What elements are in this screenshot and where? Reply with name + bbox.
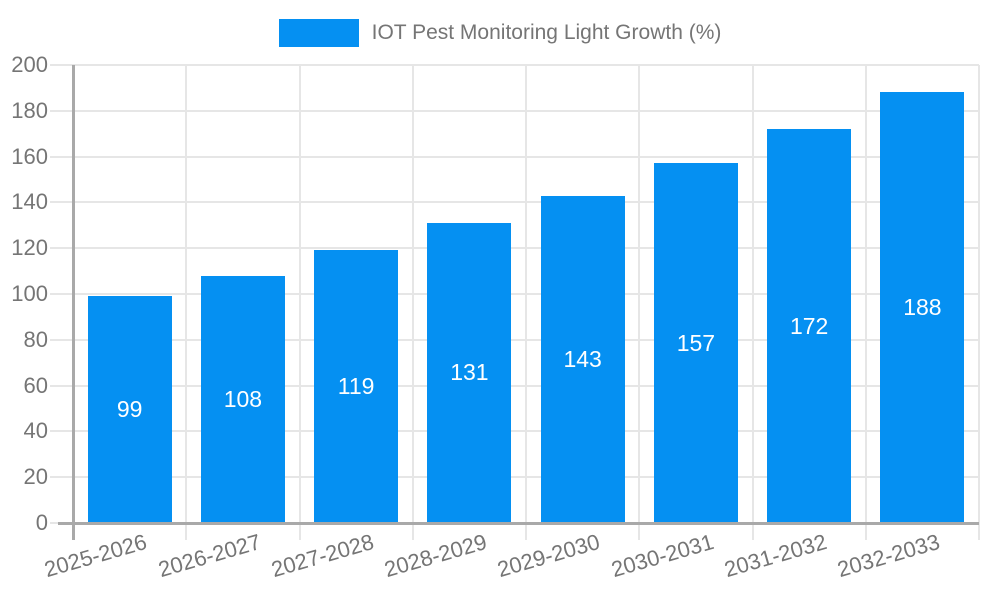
x-axis-tick-label: 2028-2029 bbox=[381, 529, 490, 583]
legend-label: IOT Pest Monitoring Light Growth (%) bbox=[371, 21, 722, 44]
y-axis-tick-label: 140 bbox=[11, 189, 48, 215]
v-gridline bbox=[185, 65, 188, 540]
v-gridline bbox=[525, 65, 527, 540]
bar[interactable]: 157 bbox=[653, 163, 738, 523]
bar-value-label: 119 bbox=[337, 373, 375, 400]
h-gridline bbox=[50, 476, 979, 479]
y-axis-tick-label: 0 bbox=[35, 510, 48, 535]
x-axis-tick-label: 2029-2030 bbox=[494, 529, 603, 583]
bar[interactable]: 119 bbox=[314, 250, 399, 523]
x-axis-tick-label: 2027-2028 bbox=[268, 529, 377, 583]
y-axis-line bbox=[72, 65, 75, 540]
y-axis-tick-label: 80 bbox=[23, 326, 48, 352]
bar-value-label: 108 bbox=[223, 385, 263, 412]
y-axis-tick-label: 180 bbox=[11, 97, 48, 123]
h-gridline bbox=[50, 64, 979, 66]
bar[interactable]: 172 bbox=[767, 129, 852, 523]
y-axis-tick-label: 200 bbox=[11, 52, 48, 77]
x-axis-tick-label: 2030-2031 bbox=[608, 529, 717, 583]
y-axis-tick-label: 120 bbox=[11, 235, 48, 261]
legend-swatch-icon bbox=[278, 19, 359, 47]
x-axis-tick-label: 2031-2032 bbox=[721, 529, 830, 583]
h-gridline bbox=[50, 384, 979, 387]
x-axis-tick-label: 2032-2033 bbox=[834, 529, 943, 583]
y-axis-tick-label: 20 bbox=[23, 464, 48, 490]
h-gridline bbox=[50, 155, 979, 158]
v-gridline bbox=[638, 65, 641, 540]
x-axis-line bbox=[58, 522, 979, 525]
bar-value-label: 172 bbox=[789, 312, 829, 339]
bar[interactable]: 188 bbox=[880, 92, 965, 523]
v-gridline bbox=[864, 65, 867, 540]
h-gridline bbox=[50, 247, 979, 250]
bar[interactable]: 99 bbox=[87, 296, 172, 523]
v-gridline bbox=[751, 65, 754, 540]
v-gridline bbox=[978, 65, 980, 540]
v-gridline bbox=[298, 65, 301, 540]
bar[interactable]: 108 bbox=[200, 275, 285, 523]
h-gridline bbox=[50, 293, 979, 295]
y-axis-tick-label: 60 bbox=[23, 372, 48, 398]
h-gridline bbox=[50, 201, 979, 204]
legend[interactable]: IOT Pest Monitoring Light Growth (%) bbox=[0, 18, 1000, 48]
h-gridline bbox=[50, 338, 979, 341]
bar[interactable]: 143 bbox=[540, 195, 625, 523]
bar[interactable]: 131 bbox=[427, 223, 512, 523]
bar-value-label: 188 bbox=[903, 294, 942, 321]
x-axis-tick-label: 2025-2026 bbox=[41, 529, 150, 583]
y-axis-tick-label: 160 bbox=[11, 143, 48, 169]
v-gridline bbox=[411, 65, 414, 540]
bar-value-label: 99 bbox=[116, 396, 143, 423]
h-gridline bbox=[50, 430, 979, 433]
bar-value-label: 143 bbox=[563, 345, 602, 372]
y-axis-tick-label: 100 bbox=[11, 281, 48, 306]
bar-value-label: 157 bbox=[676, 329, 716, 356]
h-gridline bbox=[50, 109, 979, 112]
bar-value-label: 131 bbox=[450, 359, 489, 386]
x-axis-tick-label: 2026-2027 bbox=[155, 529, 264, 583]
y-axis-tick-label: 40 bbox=[23, 418, 48, 444]
